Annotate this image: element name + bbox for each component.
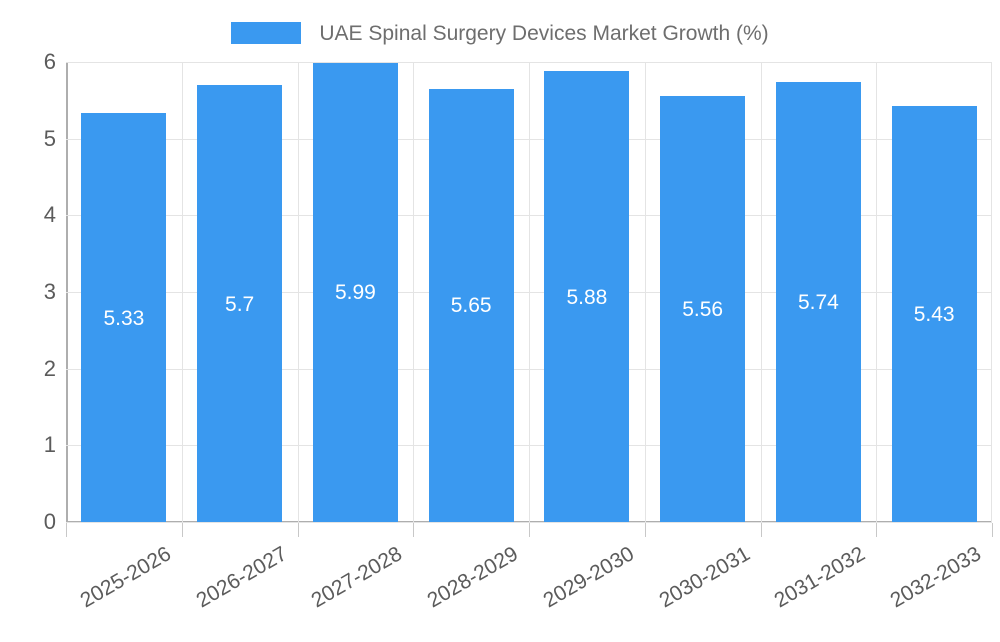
y-axis-tick-label: 0 [43, 509, 56, 534]
bar[interactable]: 5.65 [428, 88, 514, 522]
bar-value-label: 5.99 [334, 281, 376, 305]
x-axis-tick-mark [182, 523, 183, 537]
y-axis-tick-labels: 0 1 2 3 4 5 6 [0, 0, 56, 600]
bar-value-label: 5.56 [682, 297, 724, 321]
gridline-vertical [645, 62, 646, 522]
x-axis-tick-mark [66, 523, 67, 537]
legend-label: UAE Spinal Surgery Devices Market Growth… [319, 21, 769, 45]
x-axis-tick-mark [529, 523, 530, 537]
bar[interactable]: 5.33 [81, 113, 167, 522]
bar-chart: UAE Spinal Surgery Devices Market Growth… [0, 0, 1000, 613]
x-axis-tick-mark [645, 523, 646, 537]
x-axis-tick-mark [761, 523, 762, 537]
gridline-vertical [761, 62, 762, 522]
gridline-vertical [182, 62, 183, 522]
y-axis-tick-label: 6 [43, 49, 56, 74]
bar-value-label: 5.65 [450, 294, 492, 318]
x-axis-tick-mark [298, 523, 299, 537]
chart-legend: UAE Spinal Surgery Devices Market Growth… [0, 14, 1000, 52]
bar-value-label: 5.43 [913, 302, 955, 326]
gridline-vertical [298, 62, 299, 522]
gridline-vertical [413, 62, 414, 522]
x-axis-tick-mark [876, 523, 877, 537]
bar-value-label: 5.7 [225, 292, 255, 316]
y-axis-tick-label: 1 [43, 432, 56, 458]
bar-value-label: 5.74 [797, 290, 839, 314]
gridline-vertical [876, 62, 877, 522]
bar[interactable]: 5.74 [775, 81, 861, 522]
x-axis-tick-mark [413, 523, 414, 537]
y-axis-tick-label: 5 [43, 125, 56, 151]
bar[interactable]: 5.88 [544, 71, 630, 522]
legend-item[interactable]: UAE Spinal Surgery Devices Market Growth… [231, 21, 769, 45]
y-axis-tick-label: 4 [43, 202, 56, 228]
y-axis-tick-label: 2 [43, 355, 56, 381]
y-axis-tick-label: 3 [43, 279, 56, 304]
gridline-vertical [991, 62, 992, 522]
bar[interactable]: 5.99 [312, 62, 398, 522]
bar-value-label: 5.33 [103, 306, 145, 330]
bar-value-label: 5.88 [566, 285, 608, 309]
gridline-vertical [529, 62, 530, 522]
bar[interactable]: 5.43 [891, 105, 977, 522]
bar[interactable]: 5.7 [197, 85, 283, 522]
gridline-horizontal [66, 522, 992, 523]
legend-swatch-icon [231, 22, 302, 44]
bar[interactable]: 5.56 [660, 95, 746, 522]
x-axis-tick-mark [992, 523, 993, 537]
bars-layer: 5.33 5.7 5.99 5.65 5.88 5.56 5.74 5.43 [66, 62, 992, 522]
plot-area: 5.33 5.7 5.99 5.65 5.88 5.56 5.74 5.43 [66, 62, 992, 523]
